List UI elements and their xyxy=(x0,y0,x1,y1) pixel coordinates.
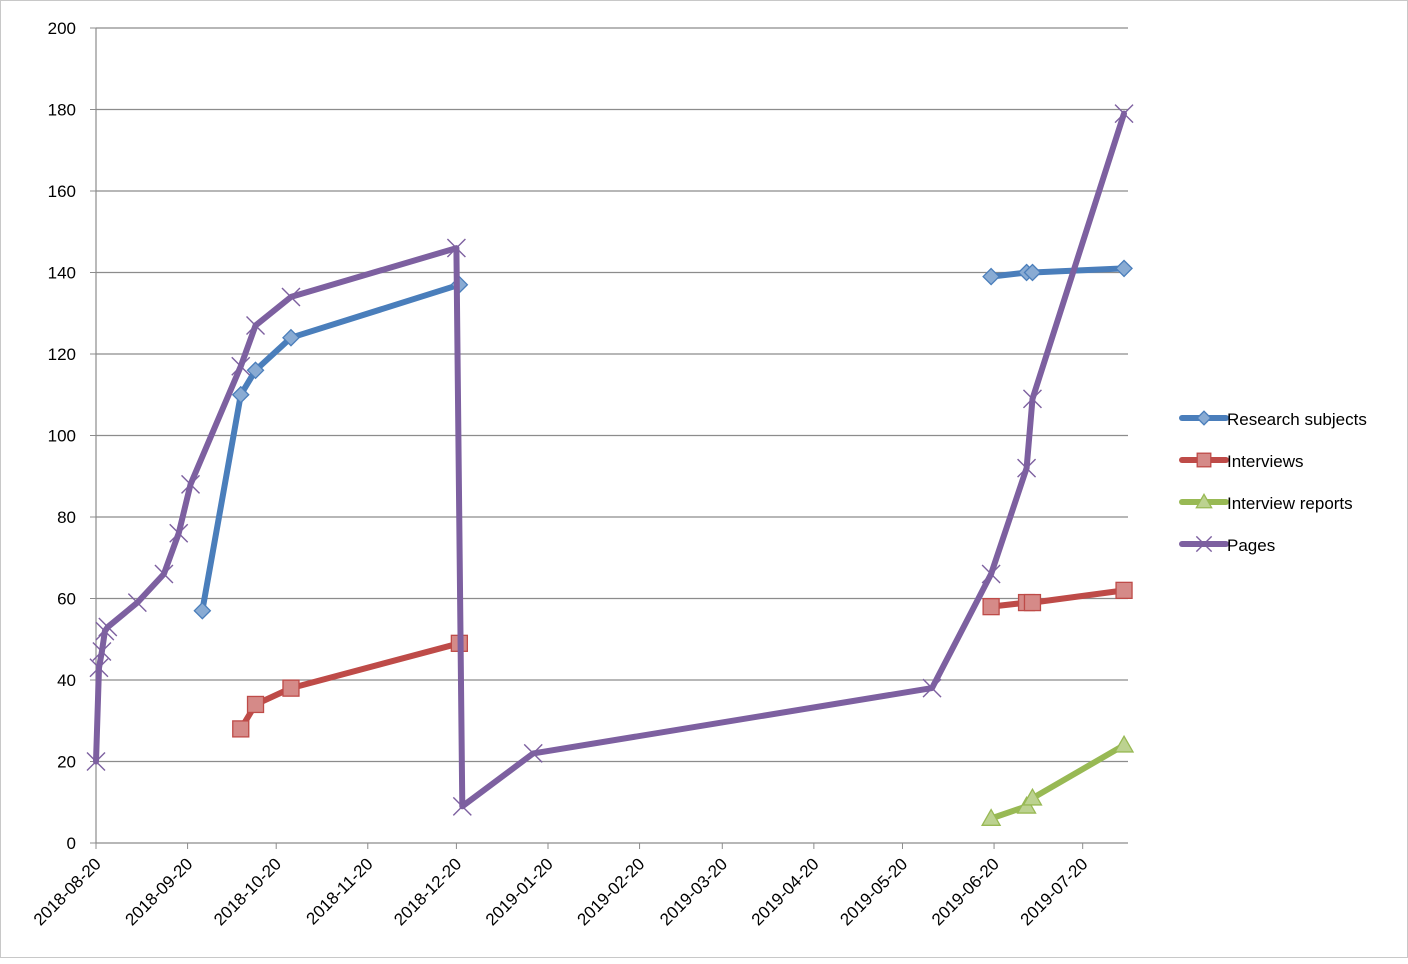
data-point xyxy=(92,641,112,661)
data-point xyxy=(231,356,251,376)
x-marker-stroke xyxy=(89,658,109,678)
legend-marker xyxy=(1196,452,1212,468)
data-point xyxy=(98,617,118,637)
data-point xyxy=(154,564,174,584)
data-point xyxy=(1113,734,1135,753)
y-tick-label: 40 xyxy=(57,671,76,690)
legend-label: Pages xyxy=(1227,536,1275,555)
legend-item: Interviews xyxy=(1179,452,1304,471)
data-point xyxy=(982,267,1001,286)
legend-marker xyxy=(1196,410,1212,426)
x-marker-stroke xyxy=(446,238,466,258)
legend-label: Interviews xyxy=(1227,452,1304,471)
series-line xyxy=(237,640,463,732)
series-pages xyxy=(86,104,1134,816)
x-marker-stroke xyxy=(281,287,301,307)
x-marker-stroke xyxy=(922,678,942,698)
x-marker-stroke xyxy=(523,743,543,763)
x-marker-stroke xyxy=(1022,389,1042,409)
data-point xyxy=(246,695,265,714)
data-point xyxy=(1022,389,1042,409)
x-marker-stroke xyxy=(169,523,189,543)
data-point xyxy=(281,287,301,307)
y-tick-label: 200 xyxy=(48,19,76,38)
legend: Research subjects Interviews Interview rep… xyxy=(1179,410,1367,555)
data-point xyxy=(452,796,472,816)
x-marker-stroke xyxy=(1195,535,1213,553)
data-point xyxy=(1023,263,1042,282)
y-tick-label: 180 xyxy=(48,101,76,120)
x-marker-stroke xyxy=(181,474,201,494)
legend-item: Pages xyxy=(1179,535,1275,555)
y-tick-label: 160 xyxy=(48,182,76,201)
data-point xyxy=(922,678,942,698)
x-marker-stroke xyxy=(246,315,266,335)
x-marker-stroke xyxy=(981,564,1001,584)
y-tick-label: 120 xyxy=(48,345,76,364)
data-point xyxy=(282,328,300,347)
series-lines xyxy=(86,104,1135,826)
data-point xyxy=(1017,458,1037,478)
data-point xyxy=(231,385,250,404)
x-marker-stroke xyxy=(92,641,112,661)
data-point xyxy=(446,238,466,258)
x-marker-stroke xyxy=(127,593,147,613)
x-marker-stroke xyxy=(1114,104,1134,124)
x-marker-stroke xyxy=(98,617,118,637)
series-interview-reports xyxy=(980,734,1135,826)
data-point xyxy=(181,474,201,494)
series-interviews xyxy=(232,581,1133,738)
data-point xyxy=(982,598,1000,616)
x-marker-stroke xyxy=(154,564,174,584)
data-point xyxy=(1114,104,1134,124)
data-point xyxy=(1115,259,1133,278)
data-point xyxy=(169,523,189,543)
data-point xyxy=(1023,593,1042,612)
legend-label: Interview reports xyxy=(1227,494,1353,513)
gridlines xyxy=(96,27,1128,763)
data-point xyxy=(232,720,250,738)
x-marker-stroke xyxy=(1017,458,1037,478)
x-marker-stroke xyxy=(231,356,251,376)
legend-label: Research subjects xyxy=(1227,410,1367,429)
data-point xyxy=(193,601,212,620)
data-point xyxy=(86,752,106,771)
data-point xyxy=(1115,581,1133,599)
data-point xyxy=(523,743,543,763)
data-point xyxy=(980,808,1002,826)
legend-marker xyxy=(1195,493,1213,509)
data-point xyxy=(95,621,115,641)
data-point xyxy=(89,658,109,678)
data-point xyxy=(246,315,266,335)
y-tick-label: 20 xyxy=(57,753,76,772)
y-tick-label: 0 xyxy=(67,834,76,853)
data-point xyxy=(246,361,265,380)
data-point xyxy=(981,564,1001,584)
y-tick-label: 140 xyxy=(48,264,76,283)
x-marker-stroke xyxy=(452,796,472,816)
data-point xyxy=(282,679,300,697)
x-marker-stroke xyxy=(95,621,115,641)
legend-item: Research subjects xyxy=(1179,410,1367,429)
y-tick-label: 100 xyxy=(48,427,76,446)
legend-item: Interview reports xyxy=(1179,493,1353,513)
data-point xyxy=(127,593,147,613)
x-marker-stroke xyxy=(86,752,106,771)
legend-marker xyxy=(1195,535,1213,553)
data-point xyxy=(1022,787,1043,806)
y-tick-label: 80 xyxy=(57,508,76,527)
y-tick-label: 60 xyxy=(57,590,76,609)
